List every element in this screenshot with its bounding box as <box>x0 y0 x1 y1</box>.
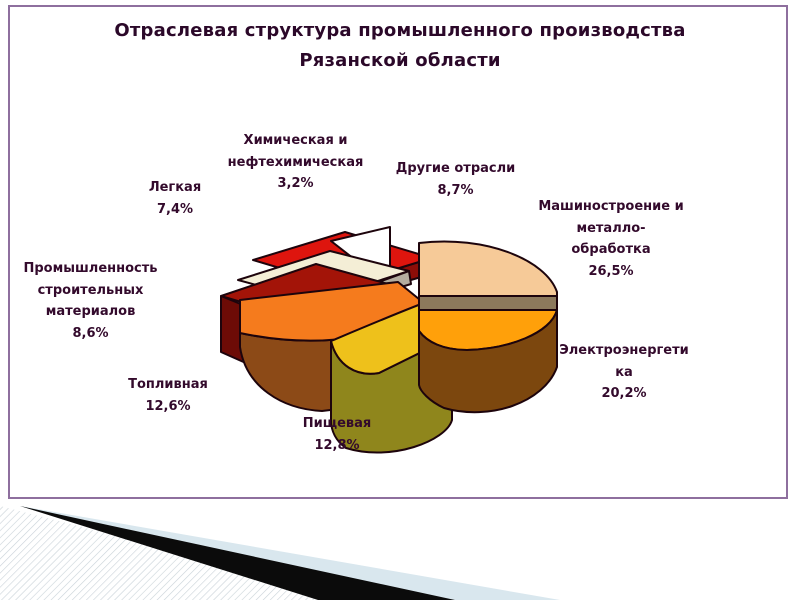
label-pishch-pct: 12,8% <box>314 437 360 453</box>
label-psm-name: Промышленность строительных материалов <box>23 261 158 319</box>
label-psm: Промышленность строительных материалов 8… <box>8 258 173 344</box>
slide-title: Отраслевая структура промышленного произ… <box>0 16 800 76</box>
footer-black-wedge <box>20 506 455 600</box>
label-psm-pct: 8,6% <box>72 325 109 341</box>
label-drugie: Другие отрасли 8,7% <box>388 158 523 201</box>
slide-title-line1: Отраслевая структура промышленного произ… <box>114 20 686 41</box>
label-elektro-name: Электроэнергетика <box>559 343 689 380</box>
label-elektro-pct: 20,2% <box>601 386 647 401</box>
slice-elektro-side <box>418 309 558 414</box>
label-topliv: Топливная 12,6% <box>108 374 228 417</box>
slide-title-line2: Рязанской области <box>299 50 501 71</box>
label-legkaya-name: Легкая <box>148 180 202 195</box>
label-topliv-name: Топливная <box>128 377 208 392</box>
label-topliv-pct: 12,6% <box>145 398 191 414</box>
label-mash-name: Машиностроение и металло-обработка <box>538 199 684 257</box>
label-chem: Химическая и нефтехимическая 3,2% <box>213 130 378 195</box>
slice-mash-top <box>418 240 558 297</box>
label-elektro: Электроэнергетика 20,2% <box>558 340 690 405</box>
label-mash-pct: 26,5% <box>588 263 634 279</box>
label-drugie-name: Другие отрасли <box>395 161 516 176</box>
footer-blue-wedge <box>20 506 560 600</box>
label-drugie-pct: 8,7% <box>437 182 474 198</box>
slice-mash-side <box>418 295 558 311</box>
label-pishch-name: Пищевая <box>302 416 372 431</box>
label-pishch: Пищевая 12,8% <box>278 413 396 456</box>
label-legkaya-pct: 7,4% <box>156 201 194 217</box>
label-mash: Машиностроение и металло-обработка 26,5% <box>537 196 685 282</box>
label-chem-name: Химическая и нефтехимическая <box>227 133 364 170</box>
label-legkaya: Легкая 7,4% <box>120 177 230 220</box>
label-chem-pct: 3,2% <box>277 176 314 191</box>
